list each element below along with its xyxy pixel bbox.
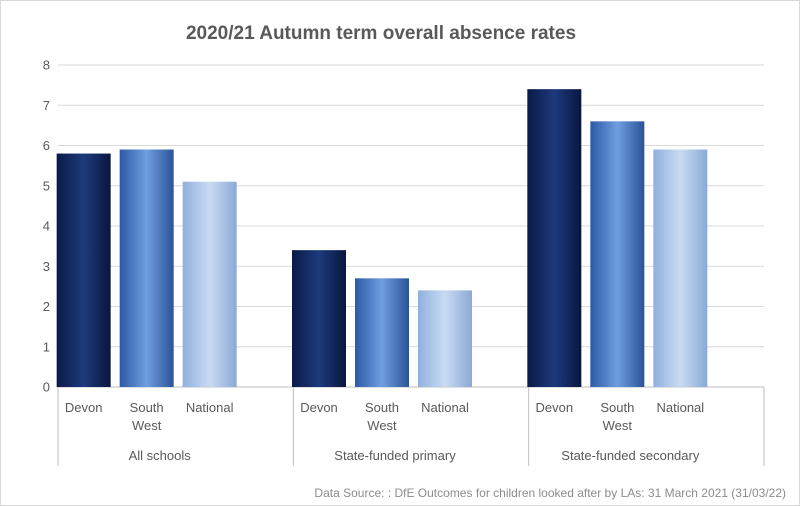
x-category-label: National: [186, 400, 234, 415]
x-category-label: West: [367, 418, 397, 433]
y-tick-label: 5: [43, 178, 50, 193]
chart-title: 2020/21 Autumn term overall absence rate…: [186, 23, 576, 44]
bar-state-funded-secondary-devon: [527, 89, 582, 388]
y-tick-label: 3: [43, 259, 50, 274]
gridlines: [58, 64, 764, 388]
bar-state-funded-primary-devon: [292, 250, 346, 387]
bar-all-schools-south-west: [119, 149, 174, 387]
x-group-label: State-funded secondary: [561, 448, 700, 463]
x-group-label: State-funded primary: [334, 448, 456, 463]
x-category-label: National: [421, 400, 469, 415]
x-category-label: South: [600, 400, 634, 415]
x-category-label: Devon: [300, 400, 338, 415]
x-category-label: National: [656, 400, 704, 415]
x-category-label: Devon: [536, 400, 574, 415]
y-tick-label: 4: [43, 219, 50, 234]
x-axis: Devon South West National All schools Devon So…: [57, 387, 765, 466]
x-category-label: South: [130, 400, 164, 415]
bar-state-funded-primary-south-west: [355, 278, 409, 387]
x-group-label: All schools: [129, 448, 192, 463]
y-tick-label: 7: [43, 98, 50, 113]
y-tick-label: 2: [43, 299, 50, 314]
y-tick-label: 6: [43, 138, 50, 153]
y-tick-label: 1: [43, 339, 50, 354]
bar-state-funded-secondary-south-west: [590, 121, 645, 387]
bar-all-schools-devon: [56, 153, 111, 387]
x-category-label: South: [365, 400, 399, 415]
bar-state-funded-secondary-national: [653, 149, 708, 387]
data-source-note: Data Source: : DfE Outcomes for children…: [314, 486, 786, 500]
y-tick-label: 0: [43, 380, 50, 395]
y-tick-label: 8: [43, 58, 50, 73]
bars: [56, 89, 708, 388]
bar-all-schools-national: [182, 181, 237, 387]
x-category-label: Devon: [65, 400, 103, 415]
x-category-label: West: [603, 418, 633, 433]
x-category-label: West: [132, 418, 162, 433]
bar-state-funded-primary-national: [418, 290, 472, 387]
y-axis-ticks: 0 1 2 3 4 5 6 7 8: [43, 58, 50, 395]
